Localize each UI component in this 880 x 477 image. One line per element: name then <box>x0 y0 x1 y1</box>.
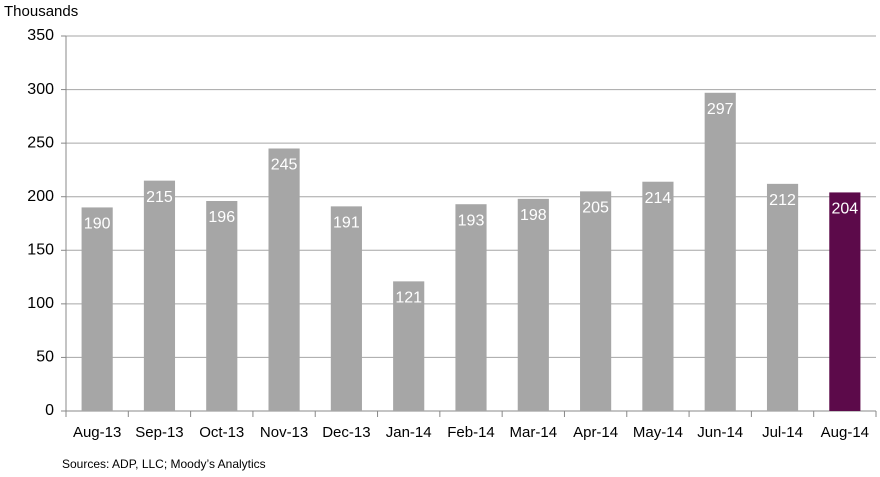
x-tick-label: Mar-14 <box>510 424 558 441</box>
x-tick-label: Dec-13 <box>322 424 370 441</box>
data-label: 191 <box>333 215 360 232</box>
y-tick-label: 200 <box>27 188 54 205</box>
x-tick-label: Aug-13 <box>73 424 121 441</box>
x-tick-label: Jan-14 <box>386 424 432 441</box>
x-tick-label: May-14 <box>633 424 683 441</box>
data-label: 198 <box>520 207 547 224</box>
x-tick-label: Oct-13 <box>199 424 244 441</box>
data-label: 204 <box>831 201 858 218</box>
bar <box>642 181 674 411</box>
y-tick-label: 300 <box>27 81 54 98</box>
y-tick-label: 50 <box>36 349 54 366</box>
x-tick-label: Nov-13 <box>260 424 308 441</box>
y-tick-label: 100 <box>27 295 54 312</box>
x-tick-label: Feb-14 <box>447 424 495 441</box>
data-label: 190 <box>84 216 111 233</box>
data-label: 205 <box>582 200 609 217</box>
bar <box>268 148 300 411</box>
bar <box>143 180 176 411</box>
bar <box>206 201 238 411</box>
bar <box>517 198 549 411</box>
bar <box>455 204 487 411</box>
data-label: 193 <box>458 212 485 229</box>
bar <box>704 92 736 412</box>
x-tick-label: Jun-14 <box>697 424 743 441</box>
x-tick-label: Aug-14 <box>821 424 869 441</box>
source-note: Sources: ADP, LLC; Moody’s Analytics <box>62 457 266 471</box>
bar <box>829 192 861 411</box>
data-label: 297 <box>707 101 734 118</box>
y-tick-label: 250 <box>27 134 54 151</box>
bar <box>580 191 612 411</box>
data-label: 212 <box>769 192 796 209</box>
bar <box>766 183 799 411</box>
y-tick-label: 150 <box>27 242 54 259</box>
data-label: 245 <box>271 157 298 174</box>
bar <box>81 207 113 411</box>
y-axis-label: Thousands <box>4 3 78 20</box>
bar <box>393 281 425 411</box>
x-tick-label: Apr-14 <box>573 424 618 441</box>
y-tick-label: 350 <box>27 27 54 44</box>
data-label: 214 <box>645 190 672 207</box>
bar <box>330 206 362 411</box>
x-tick-label: Jul-14 <box>762 424 803 441</box>
data-label: 121 <box>395 290 422 307</box>
y-tick-label: 0 <box>45 402 54 419</box>
data-label: 215 <box>146 189 173 206</box>
x-tick-label: Sep-13 <box>135 424 183 441</box>
data-label: 196 <box>208 209 235 226</box>
